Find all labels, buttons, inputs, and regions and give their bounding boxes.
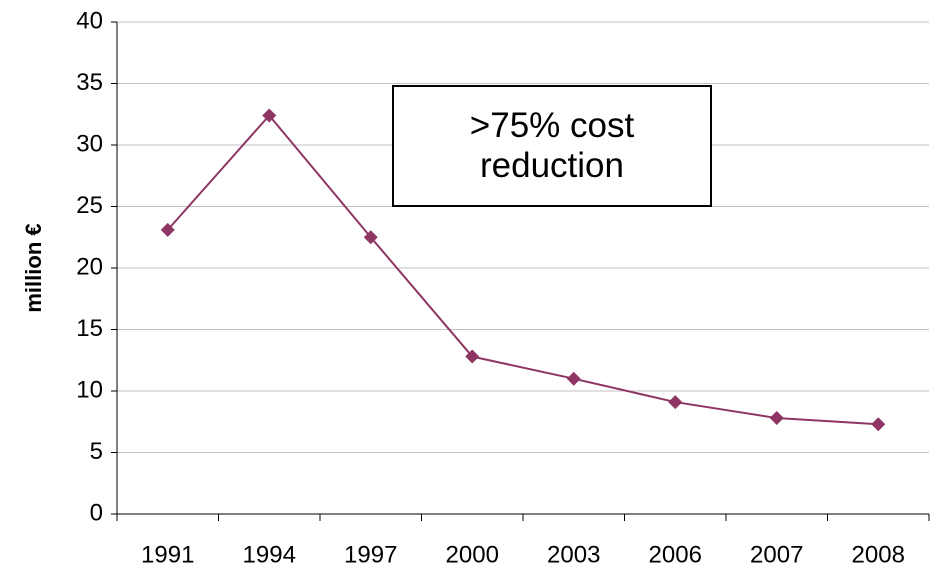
y-tick-label: 10 [76, 376, 103, 403]
x-tick-label: 2003 [547, 541, 600, 568]
y-tick-label: 40 [76, 7, 103, 34]
line [167, 113, 879, 426]
marker [566, 371, 581, 386]
x-tick-label: 2007 [750, 541, 803, 568]
marker [262, 108, 277, 123]
x-tick-label: 2008 [852, 541, 905, 568]
x-tick-label: 2000 [446, 541, 499, 568]
marker [465, 349, 480, 364]
y-tick-label: 0 [90, 499, 103, 526]
x-tick-label: 1994 [243, 541, 296, 568]
x-tick-label: 2006 [649, 541, 702, 568]
y-tick-label: 30 [76, 130, 103, 157]
marker [769, 411, 784, 426]
marker [160, 222, 175, 237]
marker [871, 417, 886, 432]
y-tick-label: 35 [76, 69, 103, 96]
x-tick-label: 1991 [141, 541, 194, 568]
y-tick-label: 15 [76, 315, 103, 342]
x-tick-label: 1997 [344, 541, 397, 568]
marker [668, 395, 683, 410]
y-tick-label: 25 [76, 192, 103, 219]
y-axis-label: million € [21, 223, 46, 312]
y-tick-label: 20 [76, 253, 103, 280]
y-tick-label: 5 [90, 438, 103, 465]
annotation: >75% cost reduction [392, 85, 712, 207]
marker [363, 230, 378, 245]
